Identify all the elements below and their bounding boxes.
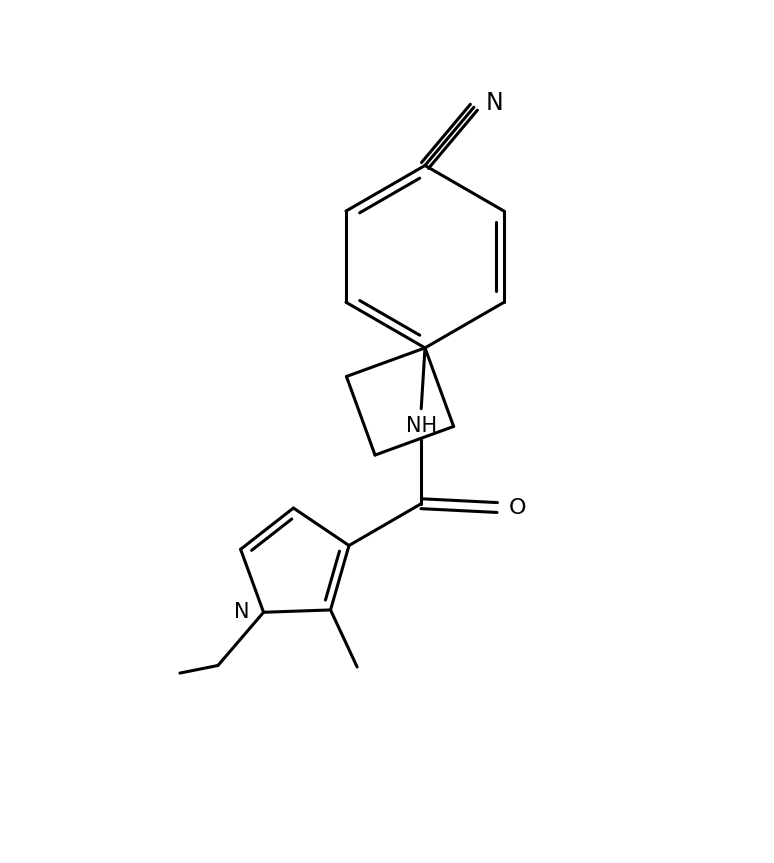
Text: NH: NH bbox=[406, 416, 437, 437]
Text: N: N bbox=[235, 602, 250, 622]
Text: N: N bbox=[485, 91, 503, 116]
Text: O: O bbox=[509, 497, 526, 518]
